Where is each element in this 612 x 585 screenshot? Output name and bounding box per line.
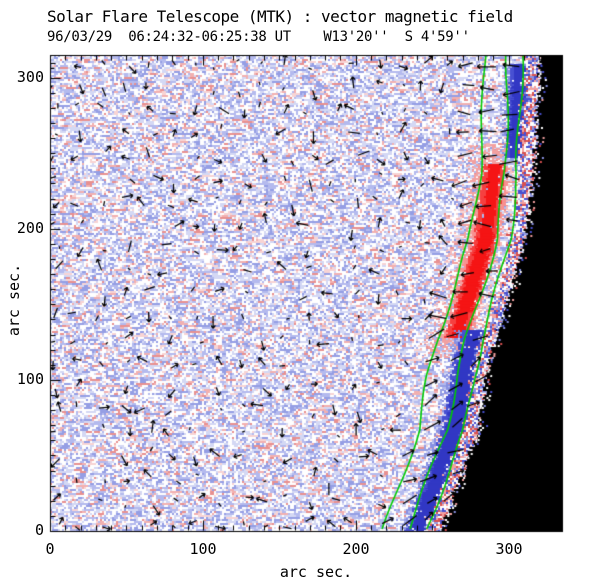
figure-subtitle: 96/03/29 06:24:32-06:25:38 UT W13'20'' S… xyxy=(47,29,470,45)
x-axis-label: arc sec. xyxy=(279,563,353,581)
y-tick-0: 0 xyxy=(34,521,44,539)
y-axis-label: arc sec. xyxy=(5,263,23,337)
x-tick-100: 100 xyxy=(189,540,217,558)
x-tick-300: 300 xyxy=(495,540,523,558)
figure-title: Solar Flare Telescope (MTK) : vector mag… xyxy=(47,7,513,26)
x-tick-200: 200 xyxy=(342,540,370,558)
y-tick-300: 300 xyxy=(16,68,44,86)
x-tick-0: 0 xyxy=(45,540,55,558)
y-tick-100: 100 xyxy=(16,370,44,388)
y-tick-200: 200 xyxy=(16,219,44,237)
